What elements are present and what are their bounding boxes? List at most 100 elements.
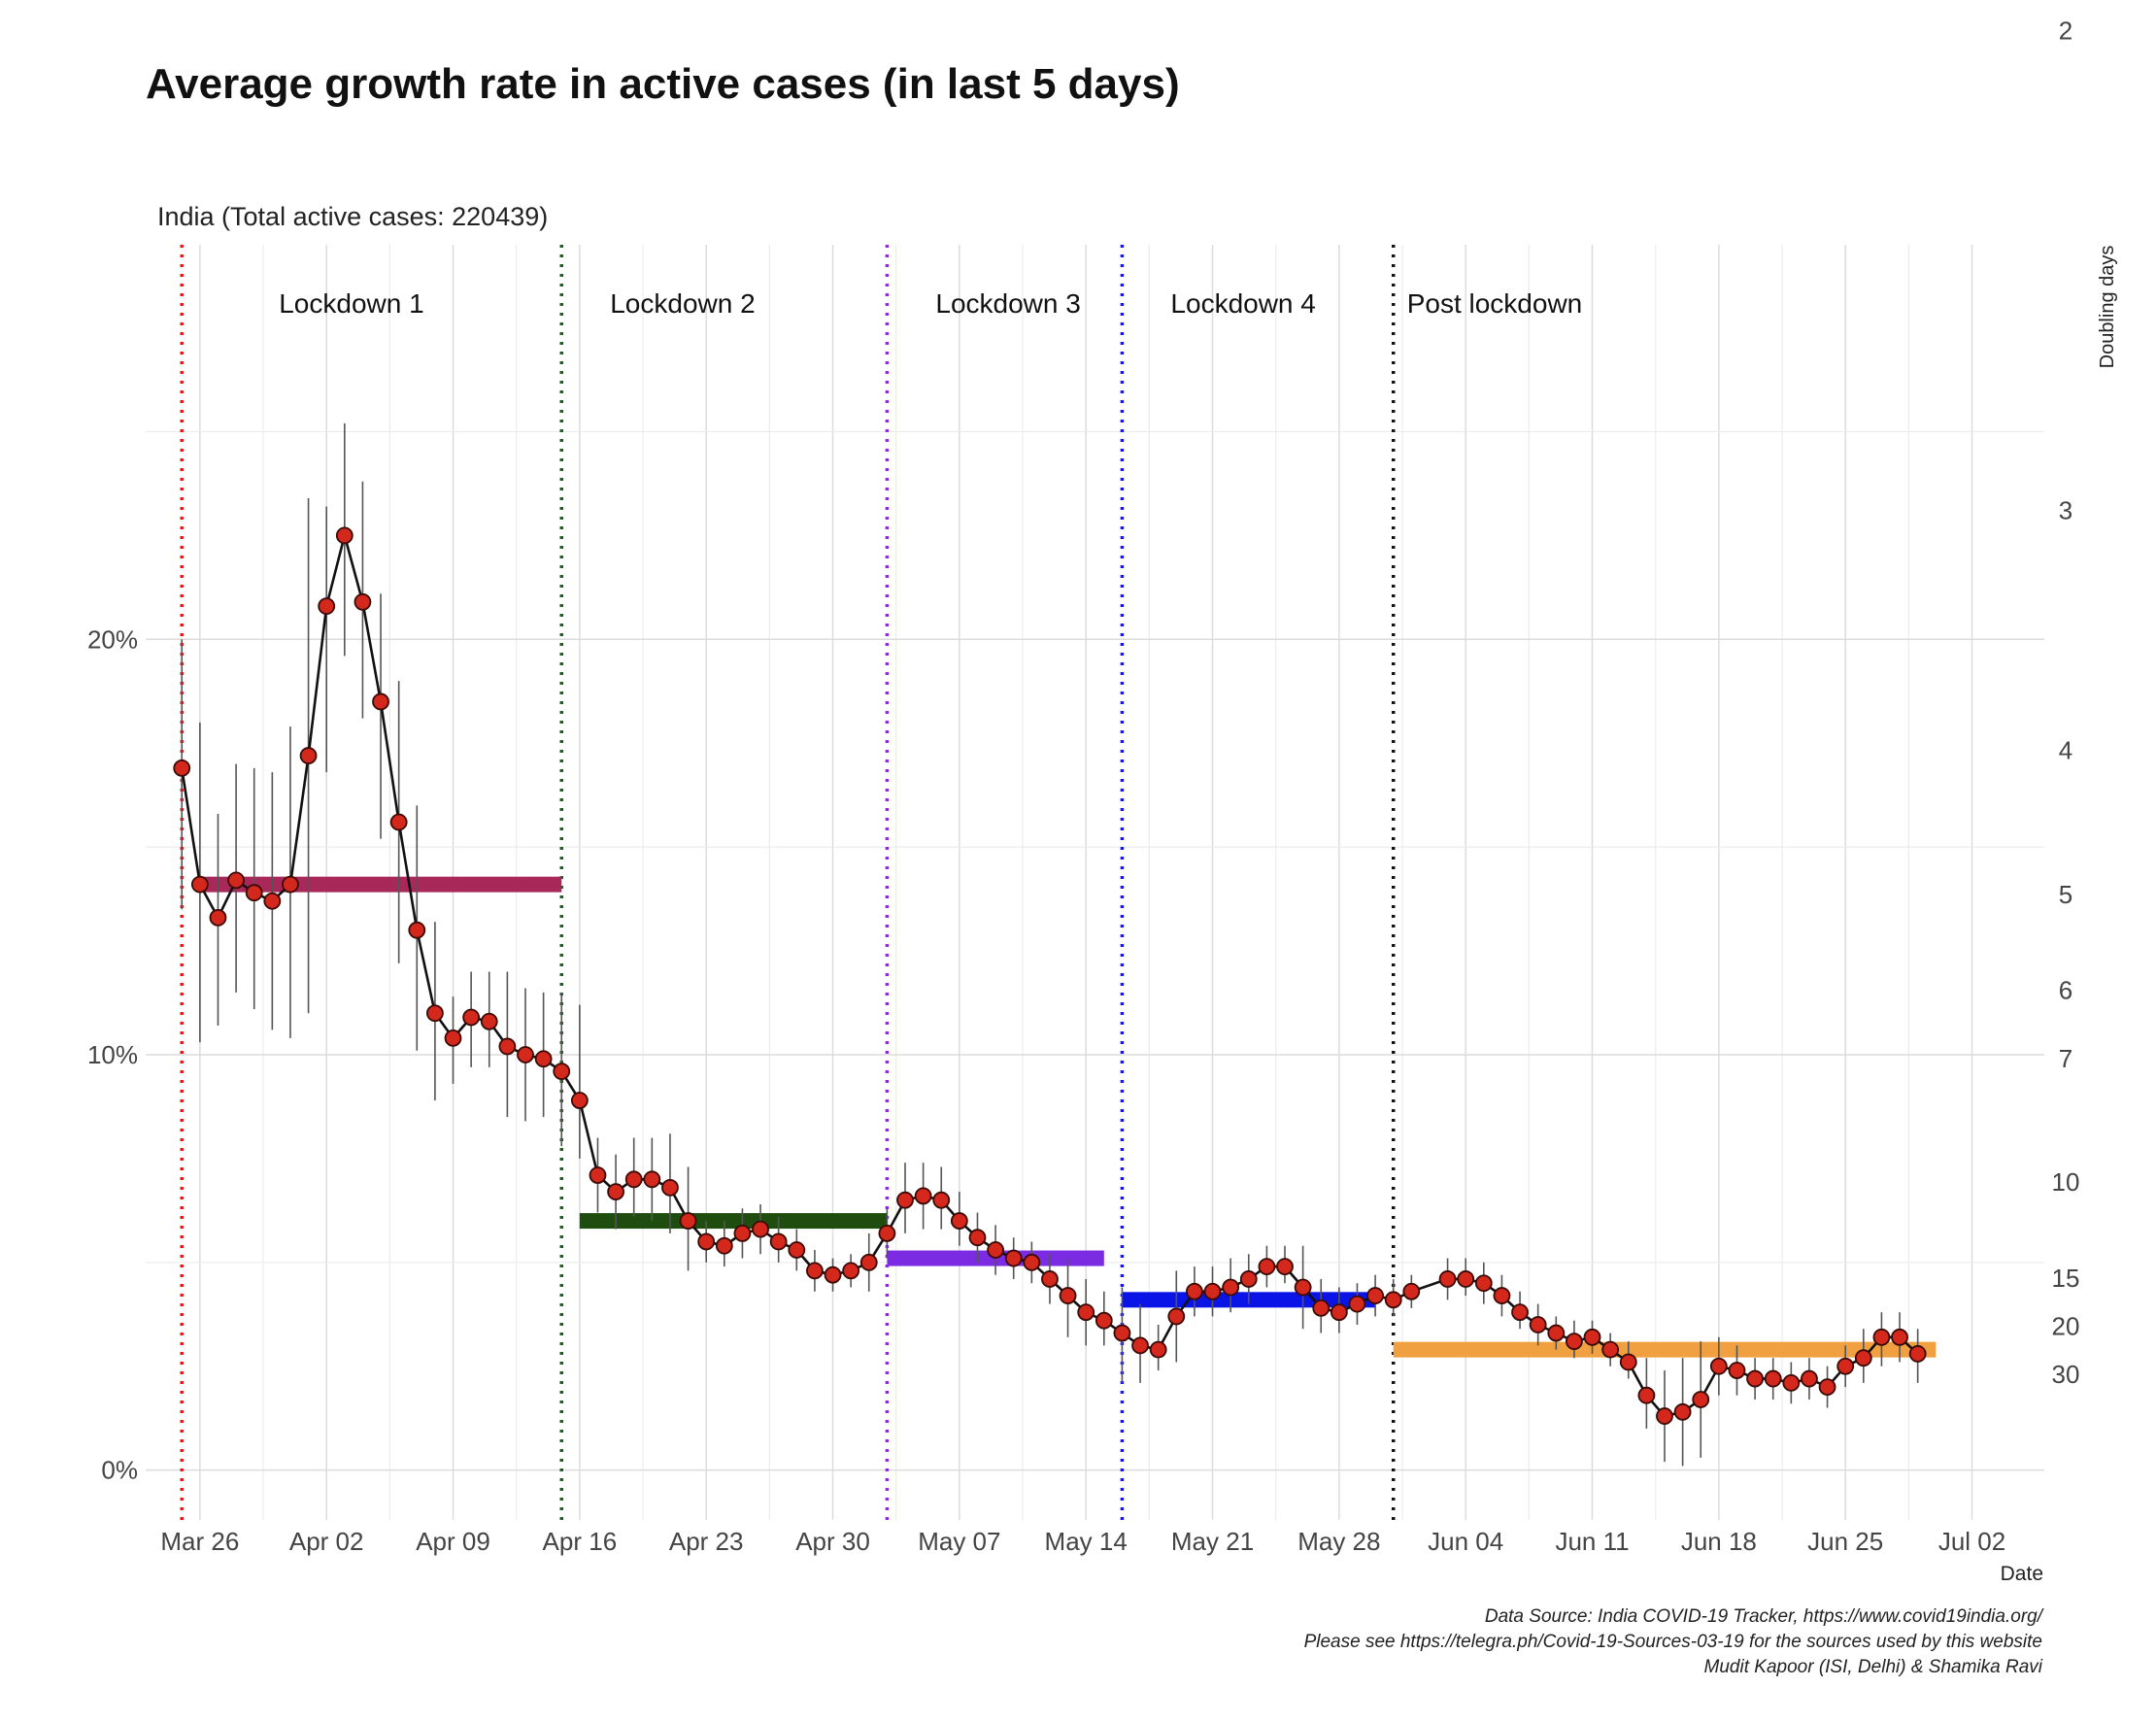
data-point — [1673, 1402, 1692, 1421]
data-point — [1529, 1316, 1547, 1333]
data-point — [589, 1166, 607, 1184]
caption-sources-note: Please see https://telegra.ph/Covid-19-S… — [1303, 1632, 2042, 1652]
data-point — [570, 1092, 589, 1109]
data-point — [408, 921, 426, 939]
phase-label: Lockdown 4 — [1170, 288, 1315, 319]
x-tick-label: Apr 02 — [289, 1527, 364, 1556]
data-point — [932, 1191, 951, 1209]
error-bars — [181, 422, 1919, 1467]
y2-tick-label: 6 — [2059, 976, 2072, 1005]
data-point — [1294, 1278, 1312, 1297]
data-point — [697, 1232, 716, 1251]
data-point — [426, 1004, 444, 1023]
data-point — [950, 1212, 968, 1230]
x-tick-label: Jul 02 — [1938, 1527, 2005, 1556]
x-tick-label: Apr 23 — [669, 1527, 744, 1556]
data-point — [1782, 1373, 1801, 1392]
data-point — [1438, 1270, 1457, 1288]
x-tick-label: Jun 04 — [1428, 1527, 1503, 1556]
data-point — [1908, 1345, 1927, 1363]
data-point — [1149, 1340, 1167, 1359]
data-point — [299, 747, 318, 764]
data-point — [1728, 1362, 1746, 1379]
data-point — [1330, 1303, 1348, 1322]
data-point — [444, 1029, 462, 1047]
x-tick-label: Apr 16 — [543, 1527, 618, 1556]
data-point — [1474, 1274, 1493, 1293]
data-point — [1366, 1287, 1384, 1304]
data-point — [624, 1170, 643, 1189]
y2-tick-label: 10 — [2052, 1167, 2080, 1197]
data-point — [859, 1253, 878, 1271]
x-tick-label: May 28 — [1297, 1527, 1380, 1556]
data-point — [968, 1229, 987, 1247]
data-point — [643, 1170, 661, 1189]
data-point — [1566, 1333, 1583, 1350]
axis-labels: Mar 26 Apr 02 Apr 09 Apr 16 Apr 23 Apr 30 May … — [87, 16, 2118, 1585]
x-tick-label: Mar 26 — [160, 1527, 239, 1556]
data-point — [1348, 1295, 1366, 1313]
data-point — [679, 1212, 697, 1230]
data-point — [1402, 1282, 1421, 1300]
phase-label: Lockdown 2 — [610, 288, 755, 319]
phase-mean-bar — [579, 1213, 888, 1230]
x-axis-title: Date — [2001, 1563, 2043, 1585]
data-point — [1818, 1378, 1836, 1397]
data-point — [1583, 1328, 1601, 1346]
x-tick-label: Apr 09 — [416, 1527, 490, 1556]
data-point — [190, 875, 209, 894]
data-point — [987, 1241, 1004, 1259]
data-point — [1872, 1328, 1891, 1346]
data-point — [733, 1224, 752, 1242]
data-point — [263, 892, 282, 910]
data-point — [462, 1008, 481, 1027]
data-point — [1113, 1324, 1131, 1342]
data-point — [661, 1178, 679, 1197]
data-point — [1637, 1386, 1656, 1404]
data-point — [1457, 1270, 1475, 1288]
phase-label: Lockdown 3 — [935, 288, 1080, 319]
y2-tick-label: 15 — [2052, 1264, 2080, 1293]
data-point — [607, 1183, 624, 1201]
data-point — [282, 875, 299, 894]
caption-source: Data Source: India COVID-19 Tracker, htt… — [1484, 1606, 2042, 1627]
y2-tick-label: 5 — [2059, 880, 2072, 909]
data-point — [1041, 1270, 1059, 1288]
data-point — [1258, 1258, 1276, 1276]
data-point — [354, 592, 372, 611]
data-point — [1854, 1349, 1872, 1367]
y2-tick-label: 7 — [2059, 1044, 2072, 1073]
data-point — [227, 871, 245, 890]
phase-label: Lockdown 1 — [279, 288, 423, 319]
phase-mean-bar — [1393, 1341, 1937, 1358]
y2-tick-label: 3 — [2059, 496, 2072, 525]
data-point — [1709, 1357, 1728, 1375]
data-point — [1891, 1328, 1908, 1346]
y2-tick-label: 2 — [2059, 16, 2072, 45]
y2-tick-label: 30 — [2052, 1360, 2080, 1389]
x-tick-label: Jun 18 — [1681, 1527, 1757, 1556]
data-point — [1493, 1287, 1511, 1304]
data-point — [769, 1232, 788, 1251]
data-point — [806, 1262, 824, 1280]
data-point — [1511, 1303, 1529, 1322]
data-point — [1801, 1369, 1818, 1388]
data-point — [517, 1046, 534, 1063]
data-point — [1203, 1282, 1222, 1300]
data-point — [1656, 1407, 1673, 1425]
x-tick-label: May 07 — [918, 1527, 1000, 1556]
x-tick-label: May 21 — [1171, 1527, 1254, 1556]
data-points — [173, 526, 1927, 1425]
data-point — [498, 1037, 517, 1056]
data-point — [878, 1224, 896, 1242]
data-point — [1077, 1303, 1095, 1322]
data-point — [1619, 1353, 1637, 1371]
x-tick-label: Apr 30 — [795, 1527, 870, 1556]
data-point — [1186, 1282, 1203, 1300]
caption-authors: Mudit Kapoor (ISI, Delhi) & Shamika Ravi — [1703, 1657, 2042, 1677]
x-tick-label: May 14 — [1045, 1527, 1128, 1556]
data-point — [553, 1063, 571, 1080]
y-tick-label: 0% — [101, 1456, 138, 1485]
data-point — [1059, 1287, 1077, 1304]
